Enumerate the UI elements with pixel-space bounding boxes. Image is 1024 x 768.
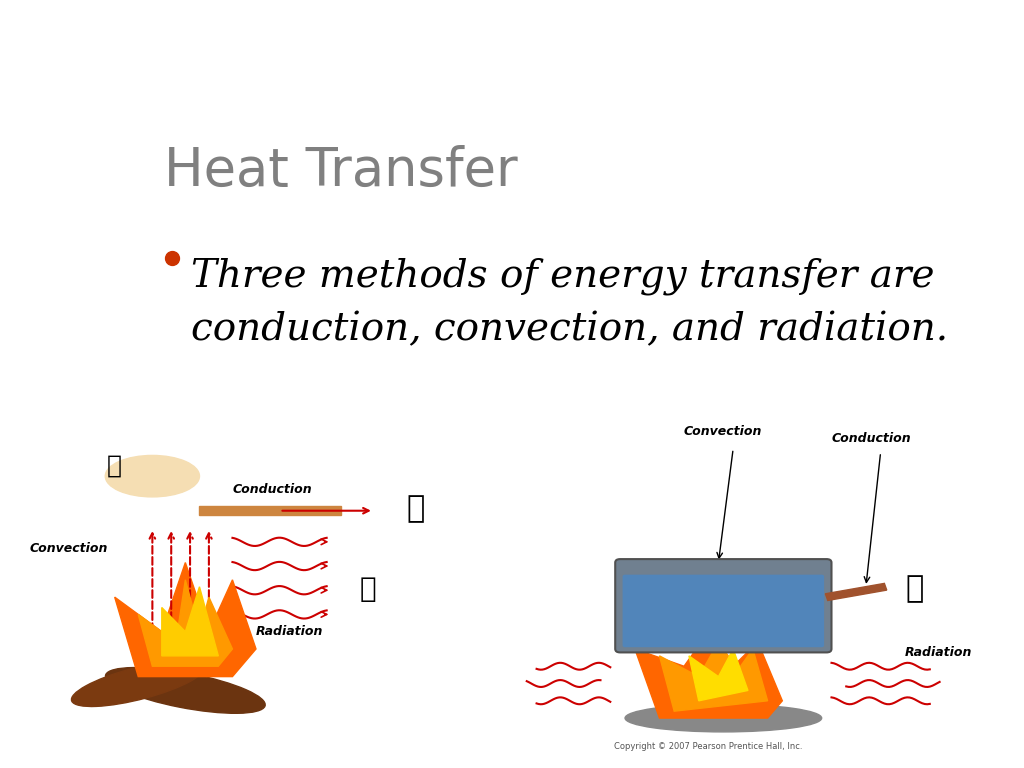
Text: 👐: 👐 bbox=[359, 575, 376, 603]
Polygon shape bbox=[689, 649, 748, 700]
Ellipse shape bbox=[72, 660, 205, 707]
Text: Radiation: Radiation bbox=[905, 646, 973, 659]
Polygon shape bbox=[138, 580, 232, 666]
Text: 🤚: 🤚 bbox=[905, 574, 924, 603]
Ellipse shape bbox=[625, 704, 821, 732]
Text: Convection: Convection bbox=[684, 425, 763, 438]
FancyArrow shape bbox=[200, 506, 341, 515]
Text: Conduction: Conduction bbox=[232, 483, 312, 496]
Text: Three methods of energy transfer are: Three methods of energy transfer are bbox=[191, 258, 935, 295]
Ellipse shape bbox=[105, 455, 200, 497]
Text: ✋: ✋ bbox=[108, 454, 122, 478]
Text: 🧤: 🧤 bbox=[407, 495, 425, 524]
Text: Heat Transfer: Heat Transfer bbox=[164, 145, 517, 197]
Polygon shape bbox=[659, 642, 768, 711]
FancyBboxPatch shape bbox=[623, 574, 824, 647]
Text: conduction, convection, and radiation.: conduction, convection, and radiation. bbox=[191, 311, 948, 348]
Polygon shape bbox=[115, 562, 256, 677]
Polygon shape bbox=[162, 587, 218, 656]
Text: Radiation: Radiation bbox=[256, 625, 324, 638]
Ellipse shape bbox=[105, 667, 265, 713]
Text: Copyright © 2007 Pearson Prentice Hall, Inc.: Copyright © 2007 Pearson Prentice Hall, … bbox=[614, 742, 803, 751]
Text: Conduction: Conduction bbox=[831, 432, 911, 445]
Polygon shape bbox=[635, 631, 782, 718]
FancyBboxPatch shape bbox=[615, 559, 831, 653]
FancyArrow shape bbox=[825, 584, 887, 601]
Text: Convection: Convection bbox=[30, 542, 109, 555]
